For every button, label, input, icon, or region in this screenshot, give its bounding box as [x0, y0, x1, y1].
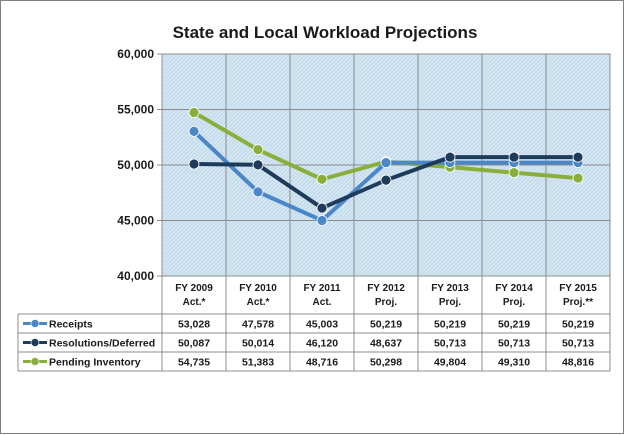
- legend-label: Resolutions/Deferred: [49, 338, 155, 350]
- category-label-line2: Proj.: [439, 297, 461, 308]
- data-table: FY 2009 Act.* FY 2010 Act.* FY 2011 Act. FY 20…: [17, 276, 611, 372]
- table-cell-value: 50,219: [498, 319, 530, 331]
- category-label-line1: FY 2015: [559, 283, 597, 294]
- y-tick-label: 40,000: [117, 269, 154, 283]
- table-cell-value: 48,716: [306, 357, 338, 369]
- data-point: [380, 157, 392, 168]
- legend-label: Receipts: [49, 319, 93, 331]
- table-cell-value: 51,383: [242, 357, 274, 369]
- data-point: [380, 174, 392, 186]
- data-point: [316, 215, 328, 226]
- table-cell-value: 53,028: [178, 319, 210, 331]
- category-label-line2: Proj.: [375, 297, 397, 308]
- table-cell-value: 49,804: [434, 357, 466, 369]
- table-cell-value: 47,578: [242, 319, 274, 331]
- category-label-line2: Act.*: [183, 297, 206, 308]
- category-label-line1: FY 2011: [303, 283, 341, 294]
- data-point: [572, 151, 584, 163]
- table-cell-value: 50,713: [434, 338, 466, 350]
- table-cell-value: 50,219: [562, 319, 594, 331]
- table-cell-value: 45,003: [306, 319, 338, 331]
- category-label-line1: FY 2012: [367, 283, 405, 294]
- data-point: [188, 158, 200, 170]
- legend-key-marker: [30, 338, 40, 347]
- y-tick-label: 60,000: [117, 47, 154, 61]
- data-point: [444, 151, 456, 163]
- category-label-line2: Act.*: [247, 297, 270, 308]
- legend-key-marker: [30, 357, 40, 366]
- table-cell-value: 49,310: [498, 357, 530, 369]
- category-label-line2: Proj.**: [563, 297, 593, 308]
- y-axis-ticks: 40,000 45,000 50,000 55,000 60,000: [117, 47, 154, 283]
- y-tick-label: 50,000: [117, 158, 154, 172]
- data-point: [252, 144, 264, 156]
- data-point: [316, 173, 328, 185]
- category-label-line2: Proj.: [503, 297, 525, 308]
- category-label-line1: FY 2010: [239, 283, 277, 294]
- legend-label: Pending Inventory: [49, 357, 141, 369]
- table-cell-value: 50,298: [370, 357, 402, 369]
- data-point: [508, 151, 520, 163]
- category-label-line1: FY 2013: [431, 283, 469, 294]
- table-cell-value: 54,735: [178, 357, 210, 369]
- table-cell-value: 50,219: [434, 319, 466, 331]
- table-cell-value: 48,816: [562, 357, 594, 369]
- data-point: [252, 159, 264, 171]
- data-point: [252, 186, 264, 198]
- chart-title: State and Local Workload Projections: [173, 23, 478, 42]
- category-label-line1: FY 2009: [175, 283, 213, 294]
- table-cell-value: 48,637: [370, 338, 402, 350]
- table-cell-value: 50,713: [498, 338, 530, 350]
- category-label-line2: Act.: [313, 297, 332, 308]
- data-point: [316, 202, 328, 214]
- category-label-line1: FY 2014: [495, 283, 533, 294]
- legend-key-marker: [30, 319, 40, 328]
- table-cell-value: 50,087: [178, 338, 210, 350]
- table-cell-value: 50,713: [562, 338, 594, 350]
- data-point: [188, 107, 200, 118]
- table-cell-value: 50,014: [242, 338, 274, 350]
- y-tick-label: 45,000: [117, 214, 154, 228]
- data-point: [188, 125, 200, 137]
- table-cell-value: 50,219: [370, 319, 402, 331]
- y-tick-label: 55,000: [117, 103, 154, 117]
- series-lines: [188, 107, 584, 226]
- table-cell-value: 46,120: [306, 338, 338, 350]
- data-point: [508, 167, 520, 179]
- data-point: [572, 172, 584, 184]
